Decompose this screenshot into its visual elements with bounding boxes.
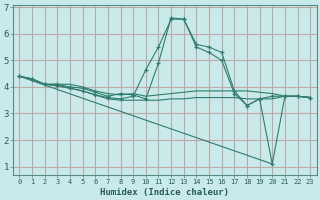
X-axis label: Humidex (Indice chaleur): Humidex (Indice chaleur) <box>100 188 229 197</box>
